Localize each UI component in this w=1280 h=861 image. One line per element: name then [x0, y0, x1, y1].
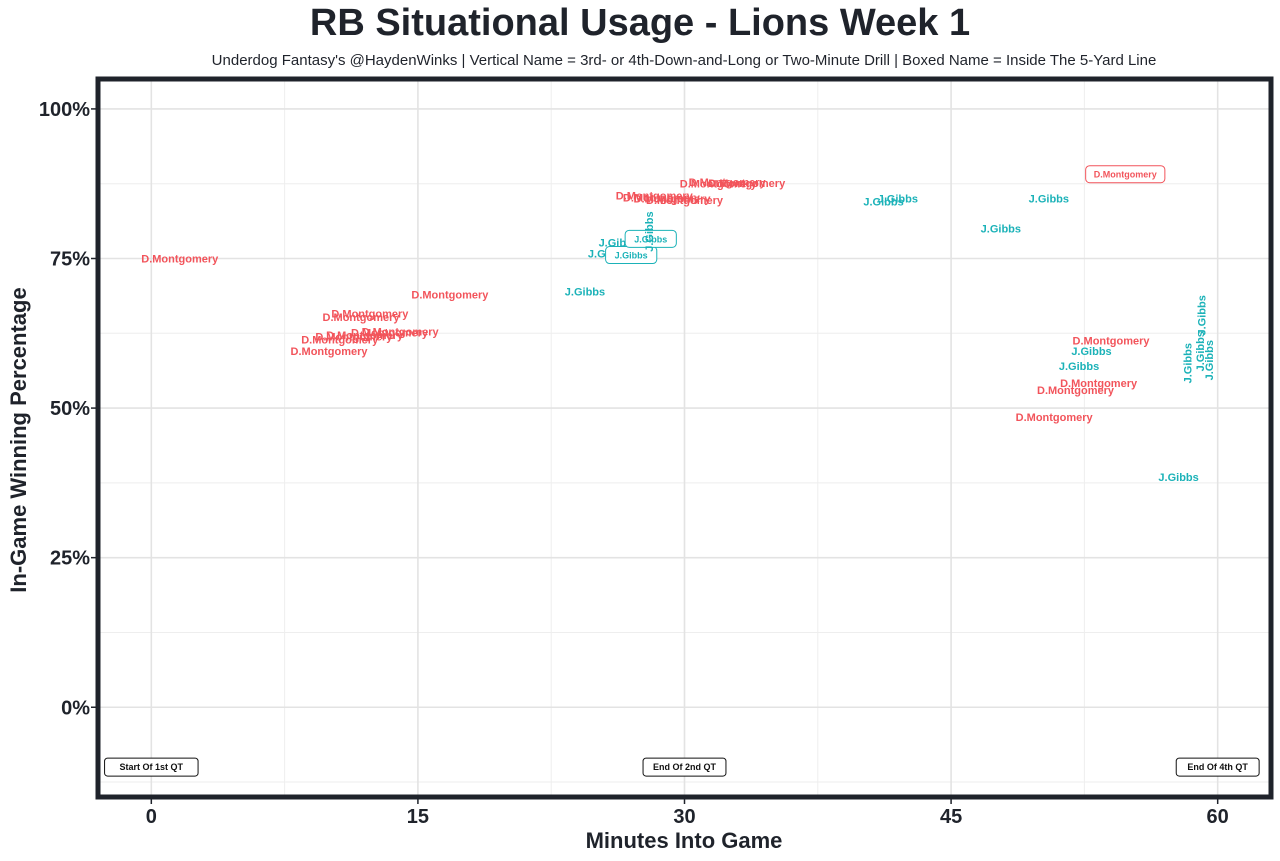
annotation-label: End Of 4th QT [1187, 762, 1248, 772]
x-tick-label: 60 [1207, 806, 1229, 828]
vertical-point-gibbs: J.Gibbs [1182, 343, 1194, 383]
point-label: D.Montgomery [1094, 170, 1157, 180]
point-montgomery: D.Montgomery [708, 178, 786, 190]
point-montgomery: D.Montgomery [331, 309, 409, 321]
point-montgomery: D.Montgomery [634, 194, 712, 206]
annotation-box [104, 757, 199, 777]
point-montgomery: D.Montgomery [689, 177, 767, 189]
point-montgomery: D.Montgomery [362, 326, 440, 338]
point-montgomery: D.Montgomery [1060, 378, 1138, 390]
x-tick-label: 30 [673, 806, 695, 828]
point-box [624, 229, 677, 248]
point-gibbs: J.Gibbs [565, 286, 605, 298]
point-montgomery: D.Montgomery [1037, 385, 1115, 397]
point-gibbs: J.Gibbs [981, 224, 1021, 236]
grid-layer [98, 79, 1271, 797]
annotation-label: Start Of 1st QT [120, 762, 184, 772]
point-montgomery: D.Montgomery [141, 254, 219, 266]
vertical-point-gibbs: J.Gibbs [1204, 340, 1216, 380]
x-tick-label: 0 [146, 806, 157, 828]
point-montgomery: D.Montgomery [1016, 412, 1094, 424]
y-tick-label: 50% [50, 398, 90, 420]
point-montgomery: D.Montgomery [1073, 335, 1151, 347]
plot-frame [95, 76, 1274, 800]
quarter-annotation: End Of 4th QT [1175, 757, 1260, 777]
y-tick-label: 100% [39, 99, 90, 121]
x-tick-label: 15 [407, 806, 429, 828]
vertical-point-gibbs: J.Gibbs [1197, 295, 1209, 335]
chart-subtitle: Underdog Fantasy's @HaydenWinks | Vertic… [211, 52, 1157, 69]
point-montgomery: D.Montgomery [616, 191, 694, 203]
boxed-point-gibbs: J.Gibbs [624, 229, 677, 248]
annotation-box [1175, 757, 1260, 777]
point-montgomery: D.Montgomery [680, 179, 758, 191]
point-gibbs: J.Gibbs [863, 197, 903, 209]
points-layer: D.MontgomeryD.MontgomeryD.MontgomeryD.Mo… [141, 165, 1216, 484]
y-tick-label: 25% [50, 548, 90, 570]
point-montgomery: D.Montgomery [411, 289, 489, 301]
point-label: J.Gibbs [634, 234, 667, 244]
quarter-annotation: Start Of 1st QT [104, 757, 199, 777]
x-axis-title: Minutes Into Game [586, 828, 783, 853]
chart-title: RB Situational Usage - Lions Week 1 [309, 2, 971, 44]
y-tick-label: 0% [61, 697, 90, 719]
vertical-point-gibbs: J.Gibbs [644, 211, 656, 251]
quarter-annotation: End Of 2nd QT [642, 757, 727, 777]
point-gibbs: J.Gibbs [1059, 361, 1099, 373]
point-label: J.Gibbs [615, 251, 648, 261]
point-montgomery: D.Montgomery [646, 195, 724, 207]
annotation-label: End Of 2nd QT [653, 762, 716, 772]
boxed-point-montgomery: D.Montgomery [1085, 165, 1166, 184]
x-tick-label: 45 [940, 806, 962, 828]
y-axis-title: In-Game Winning Percentage [6, 287, 31, 592]
point-montgomery: D.Montgomery [623, 192, 701, 204]
point-montgomery: D.Montgomery [323, 312, 401, 324]
point-gibbs: J.Gibbs [1029, 194, 1069, 206]
point-montgomery: D.Montgomery [315, 331, 393, 343]
point-montgomery: D.Montgomery [351, 328, 429, 340]
point-montgomery: D.Montgomery [326, 330, 404, 342]
vertical-point-gibbs: J.Gibbs [1195, 331, 1207, 371]
annotation-box [642, 757, 727, 777]
point-gibbs: J.Gibbs [878, 194, 918, 206]
point-montgomery: D.Montgomery [301, 334, 379, 346]
y-tick-label: 75% [50, 249, 90, 271]
point-box [1085, 165, 1166, 184]
point-gibbs: J.Gibbs [1071, 346, 1111, 358]
axis-layer: 0 15 30 45 60 0% 25% 50% 75% 100% [39, 99, 1229, 828]
point-montgomery: D.Montgomery [291, 346, 369, 358]
point-gibbs: J.Gibbs [1158, 472, 1198, 484]
annotation-layer: Start Of 1st QT End Of 2nd QT End Of 4th Q… [104, 757, 1260, 777]
